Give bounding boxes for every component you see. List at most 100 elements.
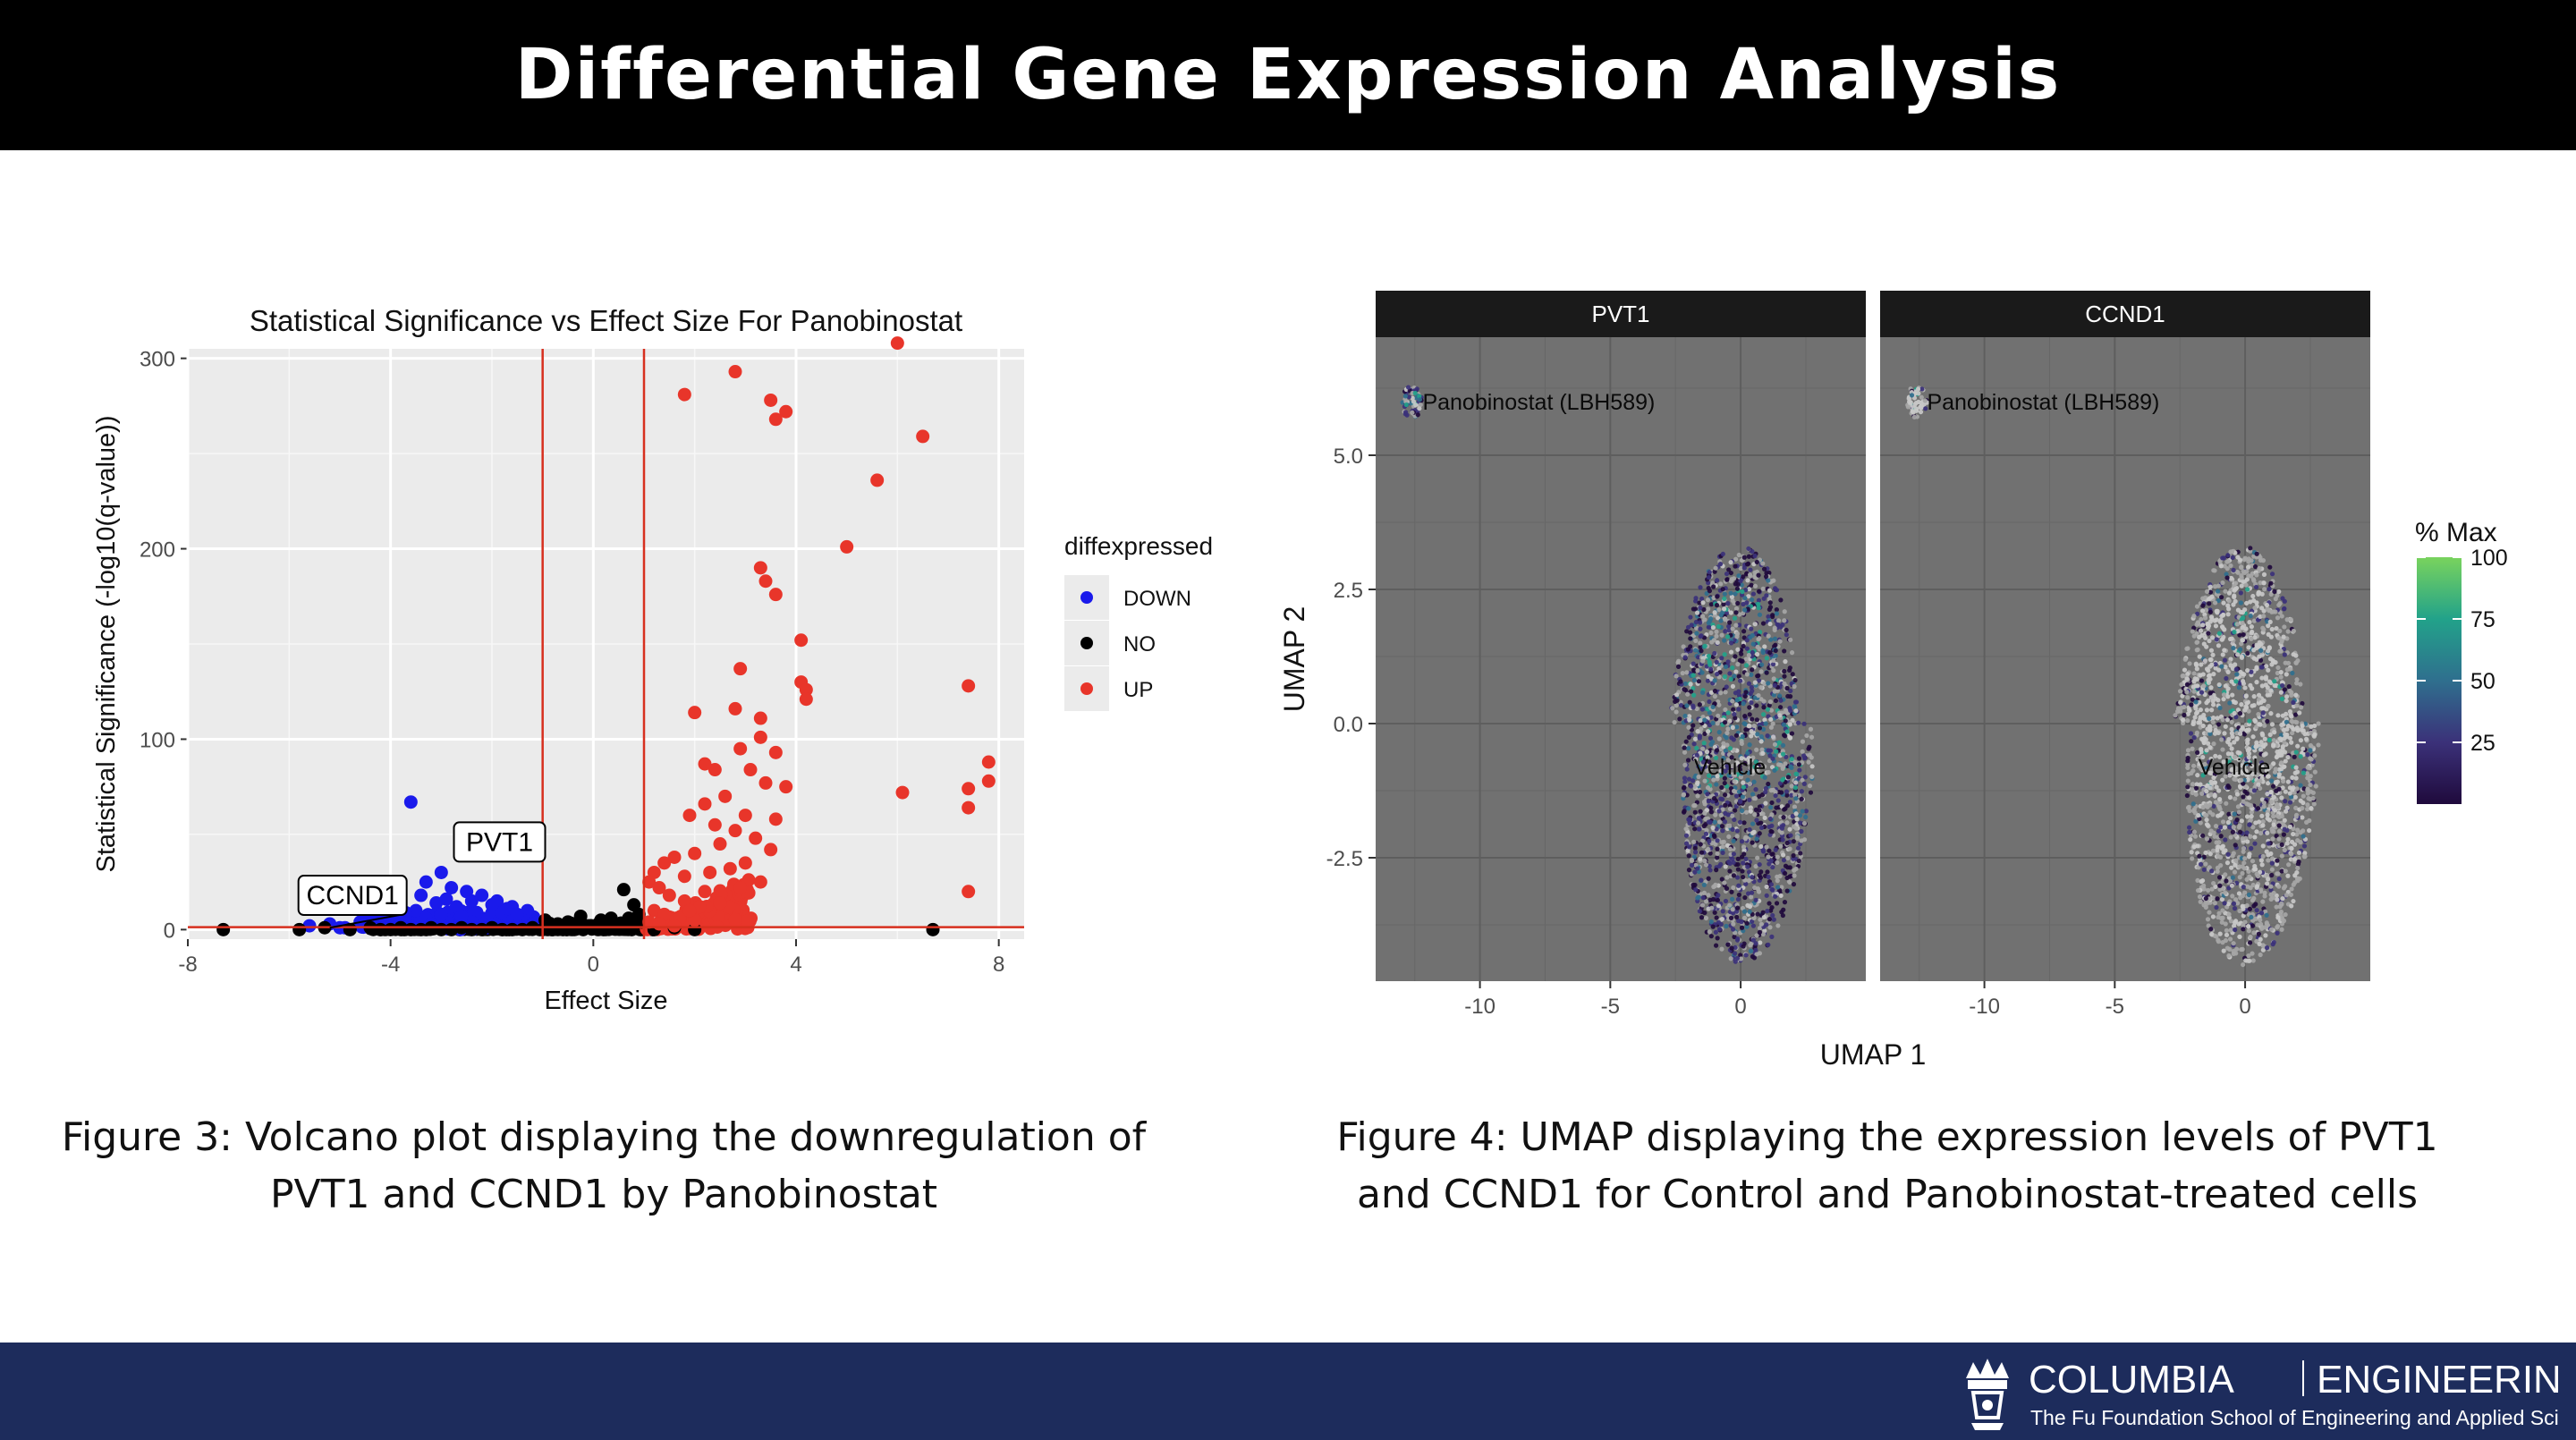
umap-cell-point	[1734, 955, 1741, 961]
umap-cell-point	[2257, 941, 2262, 946]
umap-cell-point	[1680, 671, 1685, 676]
umap-cell-point	[1773, 653, 1778, 658]
volcano-xtick-label: -8	[178, 953, 197, 977]
umap-cell-point	[1749, 582, 1754, 588]
umap-cell-point	[1763, 785, 1768, 792]
umap-cell-point	[1766, 874, 1771, 880]
umap-cell-point	[2215, 610, 2220, 615]
umap-cell-point	[1750, 821, 1756, 826]
umap-cell-point	[2271, 822, 2276, 827]
umap-cell-point	[2301, 746, 2306, 751]
umap-cell-point	[1758, 739, 1764, 744]
umap-cell-point	[2275, 802, 2280, 808]
umap-cell-point	[1681, 792, 1686, 798]
volcano-point-up	[713, 896, 727, 911]
umap-cell-point	[1750, 923, 1757, 928]
umap-cell-point	[2194, 648, 2199, 653]
umap-cell-point	[1750, 792, 1756, 797]
umap-cell-point	[1732, 600, 1737, 606]
umap-cell-point	[2227, 825, 2233, 830]
umap-cell-point	[1744, 562, 1750, 567]
umap-cell-point	[2246, 708, 2251, 714]
umap-cell-point	[2283, 732, 2288, 737]
umap-cell-point	[1801, 837, 1808, 843]
umap-cell-point	[1714, 748, 1720, 753]
umap-cell-point	[2198, 720, 2203, 725]
umap-cell-point	[2240, 768, 2245, 775]
umap-cell-point	[1754, 933, 1759, 938]
umap-cell-point	[1767, 816, 1773, 822]
umap-cell-point	[1758, 825, 1765, 831]
umap-cell-point	[1787, 722, 1792, 727]
umap-cell-point	[1702, 910, 1707, 916]
umap-cell-point	[2243, 784, 2249, 789]
umap-cell-point	[2247, 906, 2252, 911]
umap-cell-point	[2186, 825, 2192, 830]
umap-cell-point	[2237, 908, 2242, 914]
umap-cell-point	[1793, 771, 1799, 776]
umap-cell-point	[2246, 928, 2251, 934]
umap-cell-point	[2269, 626, 2275, 632]
volcano-point-up	[753, 711, 767, 725]
umap-cell-point	[1728, 570, 1733, 576]
umap-cell-point	[2301, 834, 2306, 839]
volcano-point-up	[753, 730, 767, 744]
umap-cell-point	[1734, 937, 1741, 943]
volcano-legend-swatch	[1080, 682, 1093, 695]
umap-cell-point	[1733, 909, 1740, 914]
volcano-point-up	[764, 843, 778, 857]
umap-cell-point	[1415, 412, 1420, 418]
umap-cell-point	[1756, 692, 1761, 699]
umap-cell-point	[1767, 861, 1772, 867]
umap-cell-point	[2295, 878, 2301, 884]
umap-cell-point	[1809, 764, 1815, 769]
umap-cell-point	[2258, 858, 2264, 863]
umap-cell-point	[2185, 765, 2190, 771]
umap-cell-point	[1749, 684, 1755, 690]
umap-cell-point	[1734, 724, 1740, 730]
umap-cell-point	[1674, 692, 1680, 698]
umap-cell-point	[2265, 774, 2271, 779]
umap-cell-point	[2273, 596, 2278, 602]
volcano-point-up	[962, 679, 976, 693]
umap-cell-point	[1702, 617, 1707, 623]
umap-cell-point	[2221, 627, 2227, 632]
umap-cell-point	[1771, 692, 1776, 698]
umap-cell-point	[1801, 753, 1807, 758]
umap-cell-point	[2261, 572, 2267, 577]
umap-cell-point	[2199, 747, 2204, 752]
umap-cell-point	[1784, 820, 1790, 826]
volcano-point-up	[753, 561, 767, 575]
umap-cell-point	[1760, 586, 1766, 591]
volcano-point-down	[434, 907, 448, 921]
umap-cell-point	[1684, 703, 1690, 708]
volcano-point-no	[475, 922, 489, 936]
umap-cell-point	[2234, 771, 2240, 776]
umap-cell-point	[1770, 864, 1775, 870]
umap-cell-point	[1719, 632, 1724, 638]
umap-cell-point	[2301, 793, 2306, 799]
umap-cell-point	[1707, 570, 1712, 575]
volcano-y-axis-title: Statistical Significance (-log10(q-value…	[92, 416, 121, 873]
umap-cell-point	[2258, 648, 2264, 653]
volcano-point-up	[642, 875, 657, 889]
umap-cell-point	[2258, 830, 2264, 836]
umap-cell-point	[2301, 854, 2307, 860]
umap-cell-point	[1749, 672, 1754, 677]
umap-cell-point	[1754, 651, 1760, 657]
umap-cell-point	[1684, 767, 1690, 772]
umap-cell-point	[2274, 625, 2279, 631]
umap-cell-point	[1682, 779, 1688, 784]
umap-cell-point	[1773, 894, 1778, 899]
umap-cell-point	[1720, 797, 1725, 802]
umap-cell-point	[2287, 791, 2292, 796]
umap-cell-point	[1743, 881, 1749, 886]
umap-cell-point	[1761, 705, 1767, 710]
umap-cell-point	[2256, 692, 2262, 698]
umap-cell-point	[1800, 777, 1805, 783]
umap-cell-point	[2220, 580, 2225, 586]
umap-cluster-label: Panobinostat (LBH589)	[1927, 390, 2159, 415]
umap-cell-point	[2262, 909, 2268, 914]
umap-cell-point	[2257, 722, 2262, 727]
umap-cell-point	[2305, 787, 2310, 792]
